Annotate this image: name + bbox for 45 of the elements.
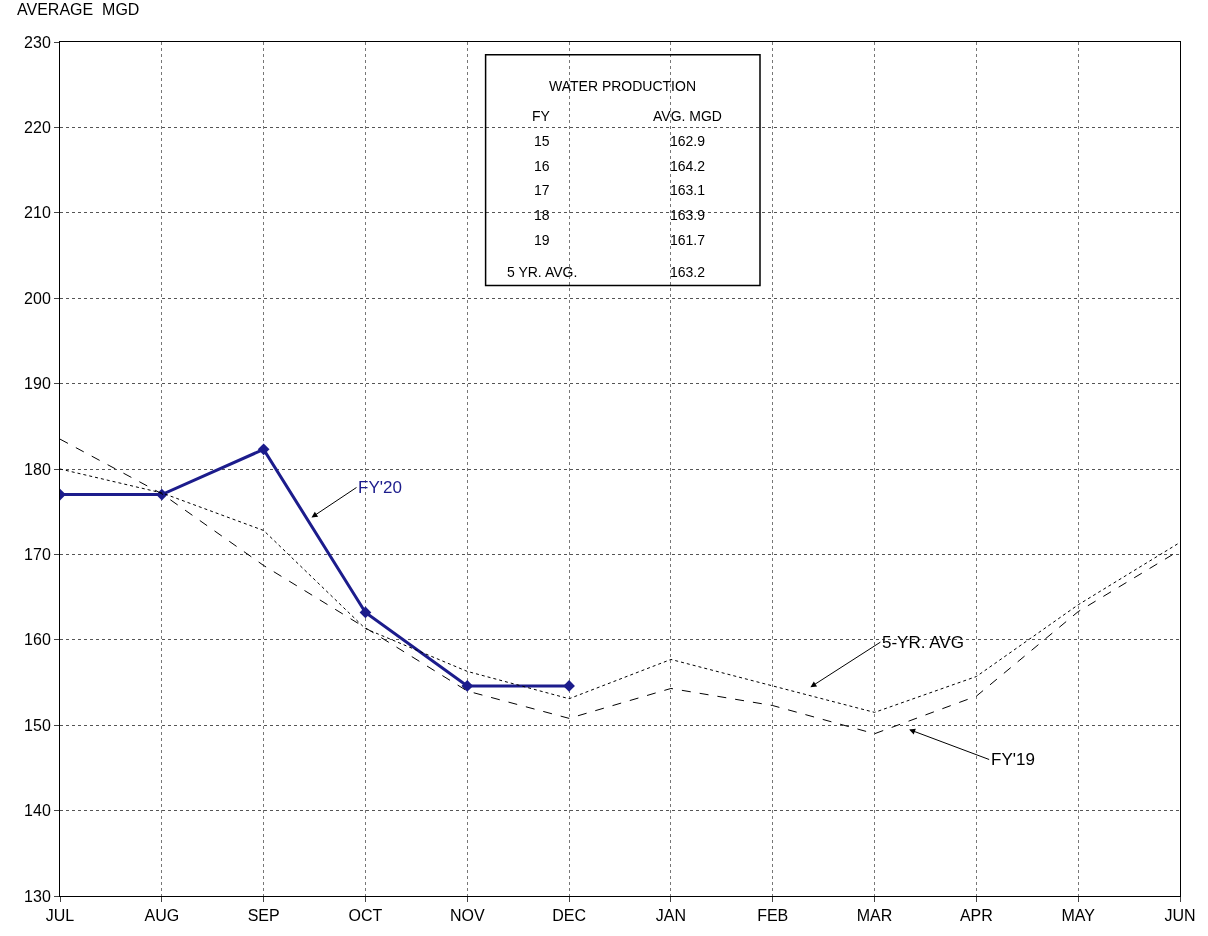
x-tick-label: NOV xyxy=(449,907,485,925)
annotation: FY xyxy=(532,108,551,124)
annotation: 163.9 xyxy=(670,207,706,223)
x-tick-label: MAY xyxy=(1061,907,1096,925)
y-tick-label: 200 xyxy=(24,289,51,307)
y-tick-label: 150 xyxy=(24,716,51,734)
annotation: 19 xyxy=(534,232,550,248)
y-tick-label: 130 xyxy=(24,887,51,905)
series-label: 5-YR. AVG xyxy=(882,633,964,652)
annotation: 164.2 xyxy=(670,158,706,174)
x-tick-label: DEC xyxy=(552,907,586,925)
annotation: 16 xyxy=(534,158,550,174)
x-tick-label: JUN xyxy=(1164,907,1196,925)
x-tick-label: MAR xyxy=(856,907,893,925)
y-axis-title: AVERAGE MGD xyxy=(17,1,140,18)
y-tick-label: 230 xyxy=(24,33,51,51)
annotation: 163.2 xyxy=(670,264,706,280)
annotation: 5 YR. AVG. xyxy=(507,264,578,280)
text: FY'19 xyxy=(991,750,1035,769)
x-tick-label: JUL xyxy=(45,907,75,925)
point xyxy=(359,606,372,619)
point xyxy=(257,443,270,456)
x-tick-label: SEP xyxy=(247,907,280,925)
x-tick-label: JAN xyxy=(655,907,687,925)
annotation: 161.7 xyxy=(670,232,706,248)
text: FY'20 xyxy=(358,478,402,497)
y-tick-label: 140 xyxy=(24,802,51,820)
annotation: AVG. MGD xyxy=(653,108,722,124)
annotation: 18 xyxy=(534,207,550,223)
x-tick-label: APR xyxy=(959,907,993,925)
annotation: 163.1 xyxy=(670,182,706,198)
y-tick-label: 160 xyxy=(24,631,51,649)
point xyxy=(563,680,575,692)
x-tick-label: OCT xyxy=(348,907,383,925)
annotation: WATER PRODUCTION xyxy=(549,78,696,94)
y-tick-label: 210 xyxy=(24,204,51,222)
x-tick-label: AUG xyxy=(144,907,180,925)
annotation: 162.9 xyxy=(670,133,706,149)
y-tick-label: 190 xyxy=(24,375,51,393)
annotation: 15 xyxy=(534,133,550,149)
x-tick-label: FEB xyxy=(757,907,789,925)
y-tick-label: 170 xyxy=(24,546,51,563)
y-tick-label: 180 xyxy=(24,460,51,478)
y-tick-label: 220 xyxy=(24,119,51,136)
annotation: 17 xyxy=(534,182,550,198)
